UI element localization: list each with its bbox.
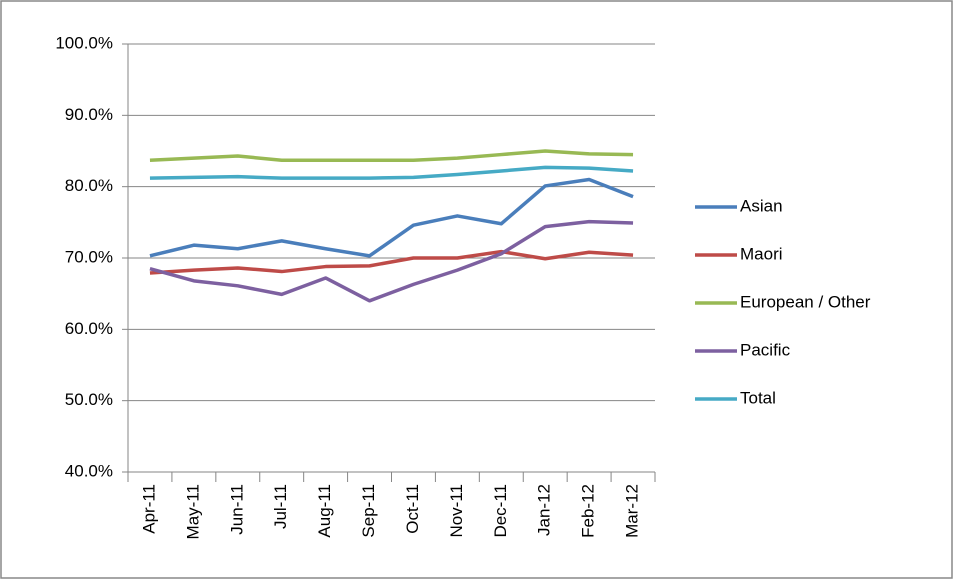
x-tick-label: Jul-11 bbox=[271, 484, 290, 529]
x-tick-label: Apr-11 bbox=[139, 484, 158, 534]
x-tick-label: Feb-12 bbox=[579, 484, 598, 538]
y-tick-label: 90.0% bbox=[65, 105, 113, 124]
x-tick-label: Aug-11 bbox=[315, 484, 334, 538]
legend-label: Pacific bbox=[740, 340, 791, 359]
series-line bbox=[149, 249, 634, 275]
series-line bbox=[149, 149, 634, 163]
legend-label: European / Other bbox=[740, 292, 871, 311]
y-tick-label: 40.0% bbox=[65, 461, 113, 480]
y-tick-label: 70.0% bbox=[65, 247, 113, 266]
legend-label: Maori bbox=[740, 244, 783, 263]
y-tick-label: 80.0% bbox=[65, 176, 113, 195]
x-tick-label: May-11 bbox=[183, 484, 202, 539]
x-tick-label: Jun-11 bbox=[227, 484, 246, 535]
legend-label: Total bbox=[740, 388, 776, 407]
x-tick-label: Dec-11 bbox=[491, 484, 510, 538]
legend-label: Asian bbox=[740, 196, 783, 215]
x-tick-label: Sep-11 bbox=[359, 484, 378, 538]
x-tick-label: Mar-12 bbox=[623, 484, 642, 538]
series-line bbox=[149, 177, 634, 258]
y-tick-label: 100.0% bbox=[55, 33, 113, 52]
y-tick-label: 50.0% bbox=[65, 390, 113, 409]
series-line bbox=[149, 219, 634, 303]
series-line bbox=[149, 165, 634, 180]
y-tick-label: 60.0% bbox=[65, 319, 113, 338]
x-tick-label: Nov-11 bbox=[447, 484, 466, 538]
x-tick-label: Oct-11 bbox=[403, 484, 422, 534]
x-tick-label: Jan-12 bbox=[535, 484, 554, 536]
